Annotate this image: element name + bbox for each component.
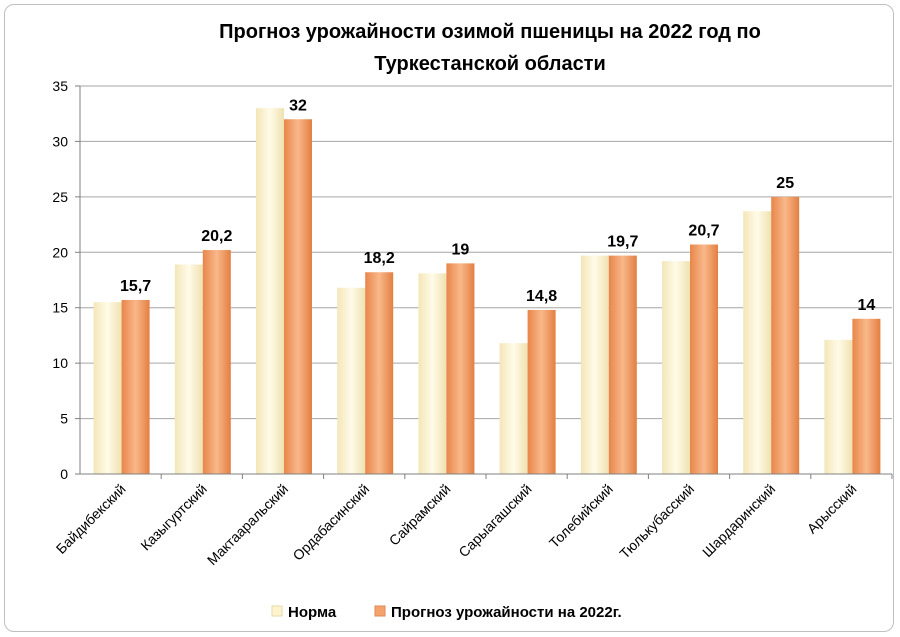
y-tick-label: 5 bbox=[60, 411, 68, 427]
x-category-label: Сайрамский bbox=[386, 481, 454, 549]
bar-prognoz bbox=[365, 272, 394, 474]
bar-norma bbox=[174, 264, 203, 474]
legend-label: Норма bbox=[288, 604, 337, 621]
bar-norma bbox=[337, 287, 366, 474]
legend-label: Прогноз урожайности на 2022г. bbox=[391, 604, 622, 621]
data-label: 14,8 bbox=[526, 288, 557, 305]
bar-norma bbox=[662, 261, 690, 474]
bar-norma bbox=[418, 273, 447, 474]
x-category-label: Сарыагашский bbox=[455, 481, 534, 560]
x-category-label: Тюлькубасский bbox=[616, 481, 697, 562]
chart-title-line-2: Туркестанской области bbox=[374, 53, 606, 75]
data-label: 15,7 bbox=[120, 278, 151, 295]
x-category-label: Ордабасинский bbox=[290, 481, 373, 564]
data-label: 14 bbox=[858, 297, 876, 314]
x-category-label: Шардаринский bbox=[699, 481, 778, 560]
x-category-label: Толебийский bbox=[546, 481, 616, 551]
data-label: 19 bbox=[452, 241, 470, 258]
bar-prognoz bbox=[690, 244, 718, 474]
bar-norma bbox=[743, 211, 772, 475]
bar-prognoz bbox=[284, 119, 312, 474]
bar-prognoz bbox=[771, 196, 800, 474]
bar-prognoz bbox=[852, 318, 881, 474]
data-label: 20,2 bbox=[201, 228, 232, 245]
bar-norma bbox=[93, 302, 122, 474]
data-label: 20,7 bbox=[688, 223, 719, 240]
y-tick-label: 35 bbox=[52, 78, 68, 94]
bar-prognoz bbox=[527, 309, 556, 474]
x-category-label: Казыгуртский bbox=[137, 481, 210, 554]
x-category-label: Арысский bbox=[804, 481, 860, 537]
y-tick-label: 25 bbox=[52, 189, 68, 205]
bar-prognoz bbox=[446, 263, 475, 474]
bar-prognoz bbox=[202, 250, 231, 474]
y-tick-label: 30 bbox=[52, 133, 68, 149]
y-tick-label: 20 bbox=[52, 244, 68, 260]
bar-prognoz bbox=[608, 255, 637, 474]
data-label: 32 bbox=[289, 97, 307, 114]
y-tick-label: 15 bbox=[52, 300, 68, 316]
x-category-label: Байдибекский bbox=[53, 481, 129, 557]
bar-norma bbox=[580, 255, 609, 474]
data-label: 19,7 bbox=[607, 234, 638, 251]
chart-title-line-1: Прогноз урожайности озимой пшеницы на 20… bbox=[219, 21, 761, 43]
legend-swatch bbox=[374, 605, 386, 617]
y-tick-label: 10 bbox=[52, 355, 68, 371]
bar-norma bbox=[824, 339, 853, 474]
bar-norma bbox=[256, 108, 284, 475]
data-label: 25 bbox=[776, 175, 794, 192]
y-tick-label: 0 bbox=[60, 466, 68, 482]
bar-prognoz bbox=[121, 299, 150, 474]
bar-norma bbox=[499, 343, 528, 474]
data-label: 18,2 bbox=[364, 250, 395, 267]
legend-swatch bbox=[271, 605, 283, 617]
x-category-label: Мактааральский bbox=[204, 481, 291, 568]
